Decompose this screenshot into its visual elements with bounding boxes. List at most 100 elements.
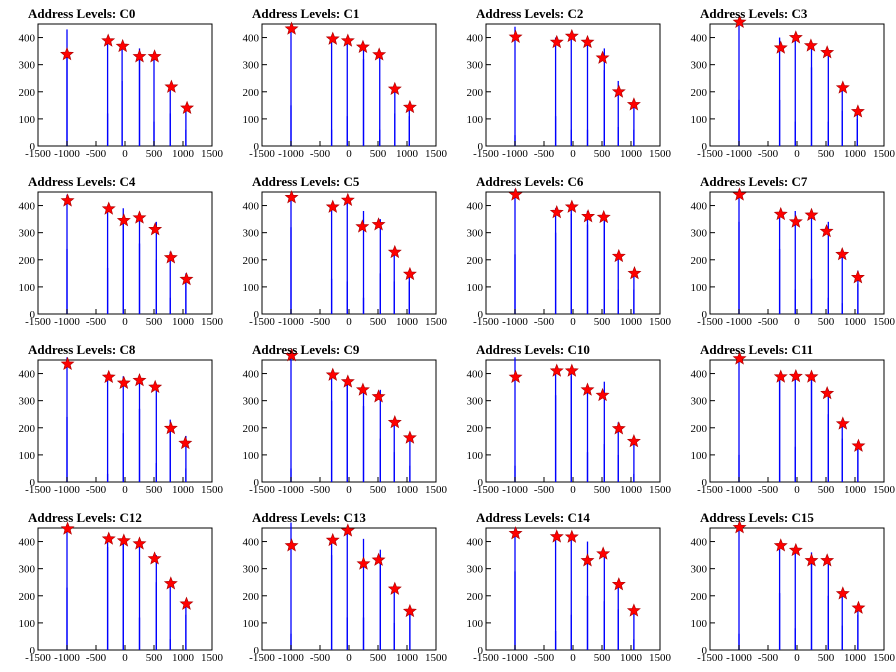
x-tick-label: -1500 <box>249 484 275 496</box>
peak-marker <box>804 207 819 221</box>
peak-marker <box>178 435 193 450</box>
chart-svg: 0 100 200 300 400 -1500 -1000 -500 0 500 1000 1500 <box>243 348 448 496</box>
y-tick-label: 0 <box>254 645 260 657</box>
peak-marker <box>387 415 402 429</box>
x-tick-label: 1000 <box>844 316 867 328</box>
peak-marker <box>371 552 386 566</box>
y-tick-label: 100 <box>691 450 708 462</box>
peak-marker <box>788 368 803 383</box>
peak-marker <box>402 603 417 618</box>
x-tick-label: 1000 <box>396 652 419 664</box>
peak-marker <box>788 214 803 228</box>
chart-panel: 0 100 200 300 400 -1500 -1000 -500 0 500 1000 1500 A… <box>672 504 896 672</box>
x-tick-label: -1500 <box>473 316 499 328</box>
y-tick-label: 300 <box>243 564 260 576</box>
peak-marker <box>626 603 641 617</box>
peak-marker <box>804 553 819 567</box>
peak-marker <box>284 21 299 35</box>
y-tick-label: 100 <box>19 450 36 462</box>
y-tick-label: 200 <box>467 87 484 99</box>
peak-marker <box>595 387 610 402</box>
y-tick-label: 0 <box>478 141 484 153</box>
y-tick-label: 400 <box>467 201 484 213</box>
peak-marker <box>402 266 417 281</box>
chart-panel: 0 100 200 300 400 -1500 -1000 -500 0 500 1000 1500 A… <box>0 504 224 672</box>
y-tick-label: 200 <box>243 87 260 99</box>
x-tick-label: 1000 <box>396 484 419 496</box>
y-tick-label: 0 <box>478 477 484 489</box>
peak-marker <box>596 546 611 560</box>
peak-marker <box>325 199 340 213</box>
x-tick-label: -1500 <box>25 484 51 496</box>
peak-marker <box>820 45 835 59</box>
peak-marker <box>549 205 564 219</box>
peak-marker <box>788 542 803 557</box>
x-tick-label: 1000 <box>844 652 867 664</box>
chart-title: Address Levels: C3 <box>700 6 808 21</box>
peak-marker <box>803 38 818 52</box>
peak-marker <box>850 104 865 118</box>
x-tick-label: 1000 <box>844 484 867 496</box>
x-tick-label: -1000 <box>726 484 752 496</box>
y-tick-label: 300 <box>19 564 36 576</box>
peak-marker <box>164 79 179 93</box>
chart-panel: 0 100 200 300 400 -1500 -1000 -500 0 500 1000 1500 A… <box>224 0 448 168</box>
x-tick-label: -1000 <box>54 316 80 328</box>
y-tick-label: 0 <box>30 141 36 153</box>
peak-marker <box>371 217 386 231</box>
peak-marker <box>611 248 626 263</box>
peak-marker <box>387 244 402 259</box>
y-tick-label: 400 <box>19 33 36 45</box>
peak-marker <box>835 80 850 94</box>
x-tick-label: 0 <box>794 316 800 328</box>
peak-marker <box>147 49 162 63</box>
peak-marker <box>773 538 788 552</box>
peak-marker <box>148 379 163 394</box>
peak-marker <box>596 209 611 224</box>
x-tick-label: -1000 <box>502 316 528 328</box>
x-tick-label: 500 <box>818 484 835 496</box>
peak-marker <box>611 577 626 591</box>
chart-panel: 0 100 200 300 400 -1500 -1000 -500 0 500 1000 1500 A… <box>672 336 896 504</box>
x-tick-label: 0 <box>122 316 128 328</box>
peak-marker <box>179 596 194 610</box>
x-tick-label: 1500 <box>649 652 672 664</box>
y-tick-label: 200 <box>243 423 260 435</box>
x-tick-label: -1000 <box>726 148 752 160</box>
x-tick-label: -500 <box>758 148 779 160</box>
peak-marker <box>101 369 116 384</box>
chart-panel: 0 100 200 300 400 -1500 -1000 -500 0 500 1000 1500 A… <box>0 0 224 168</box>
y-tick-label: 100 <box>467 282 484 294</box>
y-tick-label: 200 <box>467 591 484 603</box>
y-tick-label: 0 <box>30 645 36 657</box>
x-tick-label: -1000 <box>278 484 304 496</box>
x-tick-label: 500 <box>146 316 163 328</box>
x-tick-label: 0 <box>346 484 352 496</box>
chart-svg: 0 100 200 300 400 -1500 -1000 -500 0 500 1000 1500 <box>467 357 672 496</box>
y-tick-label: 100 <box>691 282 708 294</box>
x-tick-label: -500 <box>758 316 779 328</box>
chart-panel: 0 100 200 300 400 -1500 -1000 -500 0 500 1000 1500 A… <box>672 168 896 336</box>
chart-svg: 0 100 200 300 400 -1500 -1000 -500 0 500 1000 1500 <box>467 23 672 160</box>
y-tick-label: 0 <box>478 309 484 321</box>
chart-panel: 0 100 200 300 400 -1500 -1000 -500 0 500 1000 1500 A… <box>448 504 672 672</box>
chart-panel: 0 100 200 300 400 -1500 -1000 -500 0 500 1000 1500 A… <box>224 168 448 336</box>
x-tick-label: 1000 <box>620 148 643 160</box>
chart-title: Address Levels: C2 <box>476 6 584 21</box>
peak-marker <box>835 416 850 430</box>
y-tick-label: 400 <box>19 537 36 549</box>
y-tick-label: 0 <box>254 477 260 489</box>
y-tick-label: 400 <box>243 33 260 45</box>
y-tick-label: 300 <box>243 60 260 72</box>
peak-marker <box>773 369 788 383</box>
y-tick-label: 100 <box>243 282 260 294</box>
peak-marker <box>325 31 340 45</box>
x-tick-label: -1500 <box>697 148 723 160</box>
x-tick-label: 1000 <box>620 316 643 328</box>
x-tick-label: 1500 <box>873 148 896 160</box>
chart-title: Address Levels: C8 <box>28 342 136 357</box>
chart-svg: 0 100 200 300 400 -1500 -1000 -500 0 500 1000 1500 <box>467 187 672 328</box>
y-tick-label: 200 <box>19 591 36 603</box>
peak-marker <box>387 81 402 96</box>
x-tick-label: 1000 <box>620 484 643 496</box>
